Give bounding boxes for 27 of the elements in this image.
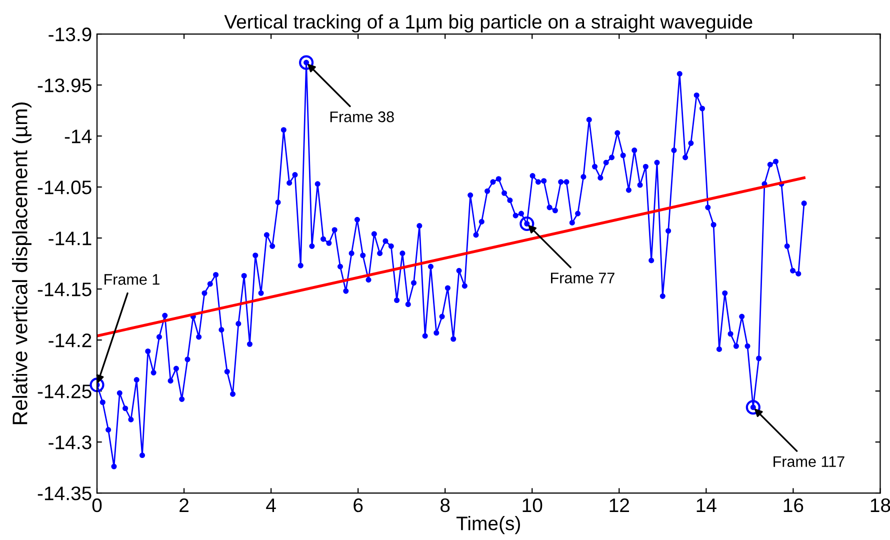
y-tick-label: -14 bbox=[64, 130, 92, 144]
y-tick-label: -13.9 bbox=[48, 27, 92, 42]
annotation: Frame 77 bbox=[551, 272, 614, 284]
annotation: Frame 1 bbox=[104, 274, 160, 285]
x-tick-label: 6 bbox=[354, 498, 363, 512]
x-tick-label: 10 bbox=[522, 498, 542, 512]
x-tick-label: 12 bbox=[610, 498, 629, 512]
x-tick-label: 18 bbox=[870, 498, 890, 512]
annotation: Frame 38 bbox=[330, 111, 394, 122]
y-tick-label: -14.05 bbox=[38, 180, 92, 194]
y-tick-label: -13.95 bbox=[38, 78, 92, 92]
chart-title: Vertical tracking of a 1µm big particle on a straight waveguide bbox=[224, 14, 752, 32]
y-axis-title: Relative vertical displacement (µm) bbox=[12, 102, 32, 424]
y-tick-label: -14.3 bbox=[48, 435, 92, 450]
y-tick-label: -14.2 bbox=[48, 333, 92, 348]
x-tick-label: 4 bbox=[266, 498, 276, 512]
y-tick-label: -14.25 bbox=[38, 384, 92, 398]
x-tick-label: 16 bbox=[784, 498, 804, 512]
y-tick-label: -14.1 bbox=[48, 232, 92, 246]
y-tick-label: -14.35 bbox=[38, 486, 92, 500]
x-tick-label: 14 bbox=[696, 498, 716, 512]
annotation: Frame 117 bbox=[774, 456, 844, 467]
y-tick-label: -14.15 bbox=[38, 282, 92, 296]
x-axis-title: Time(s) bbox=[456, 516, 520, 534]
x-tick-label: 8 bbox=[440, 498, 450, 512]
x-tick-label: 0 bbox=[92, 498, 102, 512]
x-tick-label: 2 bbox=[180, 498, 188, 512]
